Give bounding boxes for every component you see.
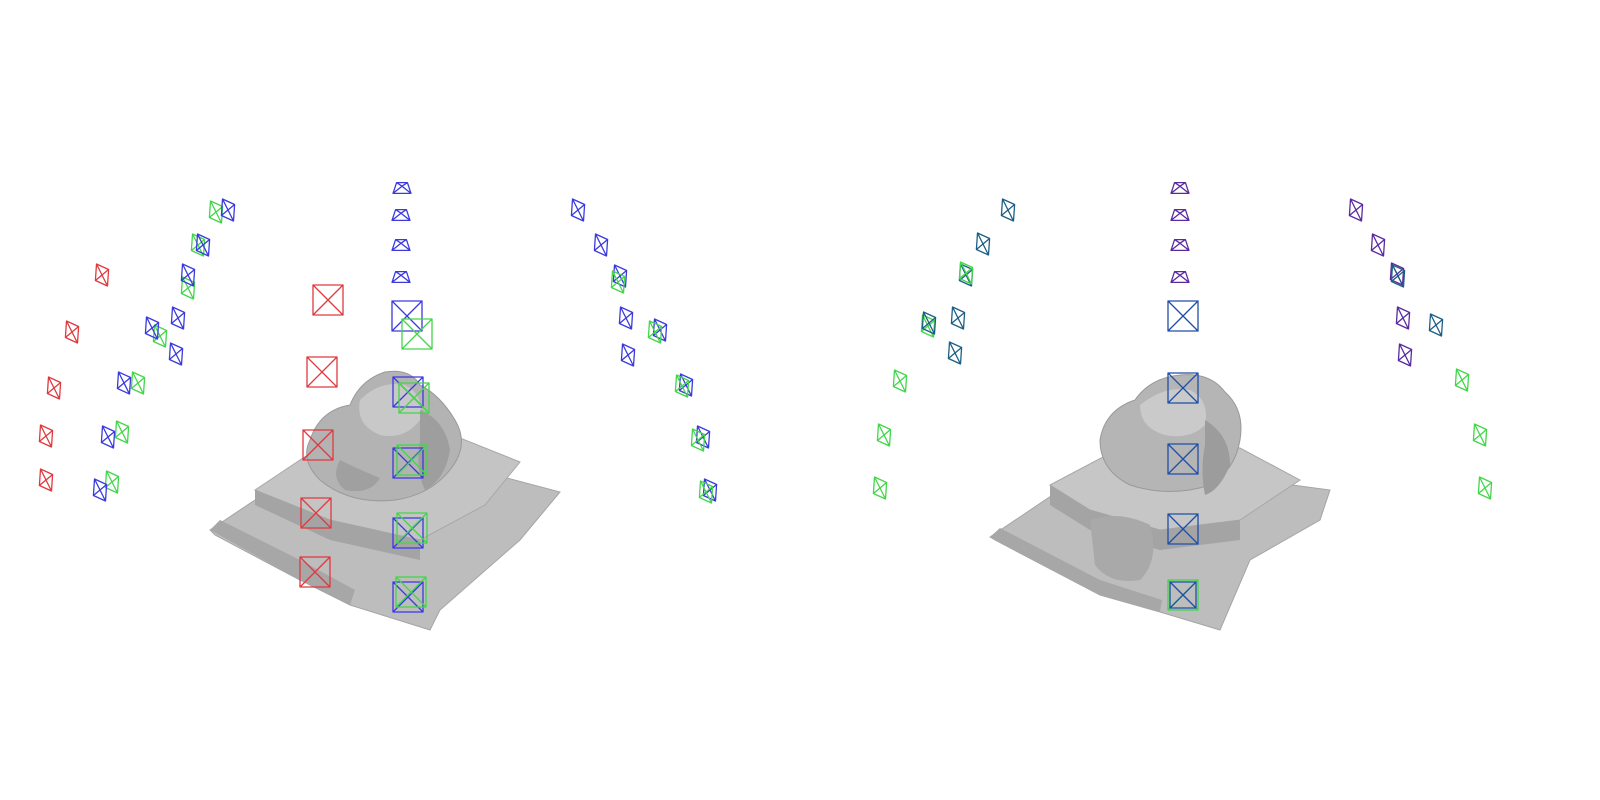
camera-green-icon bbox=[876, 423, 892, 447]
camera-purple-icon bbox=[1370, 233, 1386, 257]
camera-teal-icon bbox=[921, 311, 937, 335]
camera-blue-icon bbox=[195, 233, 211, 257]
camera-green-icon bbox=[698, 480, 714, 504]
camera-green-icon bbox=[647, 320, 663, 344]
camera-green-icon bbox=[401, 318, 433, 350]
camera-teal-icon bbox=[1000, 198, 1016, 222]
camera-green-icon bbox=[958, 261, 974, 285]
camera-blue-icon bbox=[391, 238, 411, 252]
camera-green-icon bbox=[610, 270, 626, 294]
camera-blue-icon bbox=[180, 263, 196, 287]
camera-green-icon bbox=[396, 444, 428, 476]
right-camera-group bbox=[872, 181, 1493, 611]
camera-teal-icon bbox=[1390, 264, 1406, 288]
camera-blue-icon bbox=[570, 198, 586, 222]
camera-green-icon bbox=[208, 200, 224, 224]
camera-blue-icon bbox=[92, 478, 108, 502]
left-sculpture-mesh bbox=[209, 370, 561, 631]
camera-teal-icon bbox=[1428, 313, 1444, 337]
camera-blue-icon bbox=[620, 343, 636, 367]
camera-red-icon bbox=[94, 263, 110, 287]
camera-red-icon bbox=[300, 497, 332, 529]
camera-red-icon bbox=[299, 556, 331, 588]
camera-green-icon bbox=[114, 420, 130, 444]
camera-red-icon bbox=[306, 356, 338, 388]
camera-purple-icon bbox=[1170, 208, 1190, 222]
camera-purple-icon bbox=[1170, 238, 1190, 252]
camera-green-icon bbox=[398, 382, 430, 414]
right-sculpture-mesh bbox=[989, 374, 1331, 631]
camera-red-icon bbox=[312, 284, 344, 316]
left-panel bbox=[38, 181, 718, 631]
camera-navy-icon bbox=[1167, 443, 1199, 475]
camera-teal-icon bbox=[975, 232, 991, 256]
camera-blue-icon bbox=[100, 425, 116, 449]
camera-blue-icon bbox=[618, 306, 634, 330]
camera-red-icon bbox=[64, 320, 80, 344]
camera-blue-icon bbox=[116, 371, 132, 395]
camera-blue-icon bbox=[391, 270, 411, 284]
camera-blue-icon bbox=[391, 208, 411, 222]
camera-green-icon bbox=[396, 512, 428, 544]
camera-blue-icon bbox=[392, 447, 424, 479]
camera-green-icon bbox=[104, 470, 120, 494]
camera-green-icon bbox=[130, 371, 146, 395]
camera-purple-icon bbox=[1348, 198, 1364, 222]
camera-teal-icon bbox=[950, 306, 966, 330]
camera-green-icon bbox=[1472, 423, 1488, 447]
camera-blue-icon bbox=[220, 198, 236, 222]
camera-navy-icon bbox=[1167, 372, 1199, 404]
camera-red-icon bbox=[38, 468, 54, 492]
left-camera-group bbox=[38, 181, 718, 613]
camera-green-icon bbox=[892, 369, 908, 393]
camera-red-icon bbox=[38, 424, 54, 448]
camera-blue-icon bbox=[144, 316, 160, 340]
camera-green-icon bbox=[1477, 476, 1493, 500]
camera-red-icon bbox=[302, 429, 334, 461]
camera-green-icon bbox=[152, 324, 168, 348]
camera-blue-icon bbox=[170, 306, 186, 330]
camera-blue-icon bbox=[392, 181, 412, 195]
camera-green-icon bbox=[1454, 368, 1470, 392]
camera-purple-icon bbox=[1170, 270, 1190, 284]
camera-purple-icon bbox=[1395, 306, 1411, 330]
camera-green-icon bbox=[395, 576, 427, 608]
camera-blue-icon bbox=[702, 478, 718, 502]
camera-navy-icon bbox=[1167, 300, 1199, 332]
right-panel bbox=[872, 181, 1493, 631]
camera-navy-icon bbox=[1169, 581, 1197, 609]
camera-navy-icon bbox=[1167, 513, 1199, 545]
camera-teal-icon bbox=[947, 341, 963, 365]
camera-blue-icon bbox=[391, 300, 423, 332]
camera-blue-icon bbox=[593, 233, 609, 257]
camera-red-icon bbox=[46, 376, 62, 400]
camera-purple-icon bbox=[1170, 181, 1190, 195]
camera-green-icon bbox=[690, 428, 706, 452]
camera-green-icon bbox=[674, 374, 690, 398]
camera-green-icon bbox=[872, 476, 888, 500]
camera-blue-icon bbox=[168, 342, 184, 366]
camera-purple-icon bbox=[1397, 343, 1413, 367]
